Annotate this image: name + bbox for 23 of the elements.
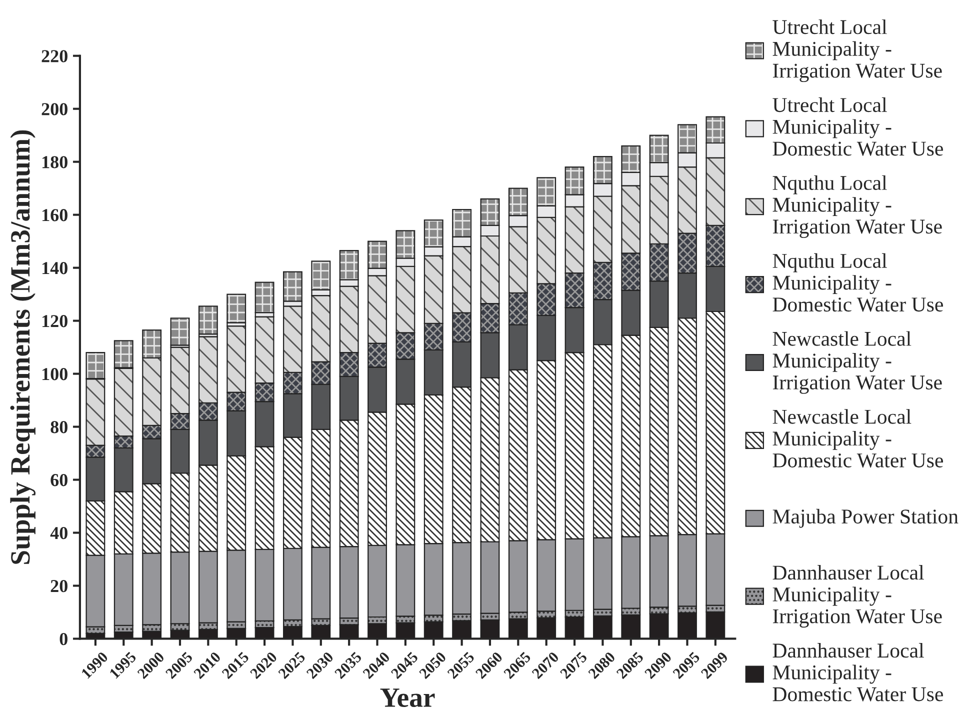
y-tick-label: 180: [42, 156, 68, 168]
y-tick-label: 160: [42, 209, 68, 222]
legend-label: Nquthu Local Municipality - Domestic Water Use: [772, 253, 943, 312]
legend-label: Majuba Power Station: [772, 508, 958, 528]
legend-label: Newcastle Local Municipality - Domestic Water Use: [772, 409, 943, 468]
y-tick-label: 80: [50, 421, 68, 434]
legend-label: Newcastle Local Municipality - Irrigation Water Use: [772, 331, 942, 394]
legend-label: Utrecht Local Municipality - Domestic Water Use: [772, 97, 943, 156]
y-tick-label: 120: [42, 315, 68, 328]
y-tick-label: 40: [50, 527, 68, 540]
y-tick-label: 60: [50, 474, 68, 486]
y-tick-label: 20: [50, 580, 68, 592]
legend-label: Dannhauser Local Municipality - Domestic Water Use: [772, 642, 943, 702]
y-axis-title: Supply Requirements (Mm3/annum): [10, 130, 36, 564]
x-axis-title: Year: [380, 688, 435, 708]
y-tick-label: 100: [42, 368, 68, 380]
y-tick-label: 140: [42, 262, 68, 274]
y-tick-label: 200: [42, 103, 68, 116]
legend-label: Utrecht Local Municipality - Irrigation Water Use: [772, 19, 942, 82]
legend-label: Nquthu Local Municipality - Irrigation Water Use: [772, 175, 942, 238]
legend-label: Dannhauser Local Municipality - Irrigation Water Use: [772, 565, 942, 628]
y-tick-label: 0: [60, 632, 68, 646]
y-tick-label: 220: [42, 50, 68, 62]
